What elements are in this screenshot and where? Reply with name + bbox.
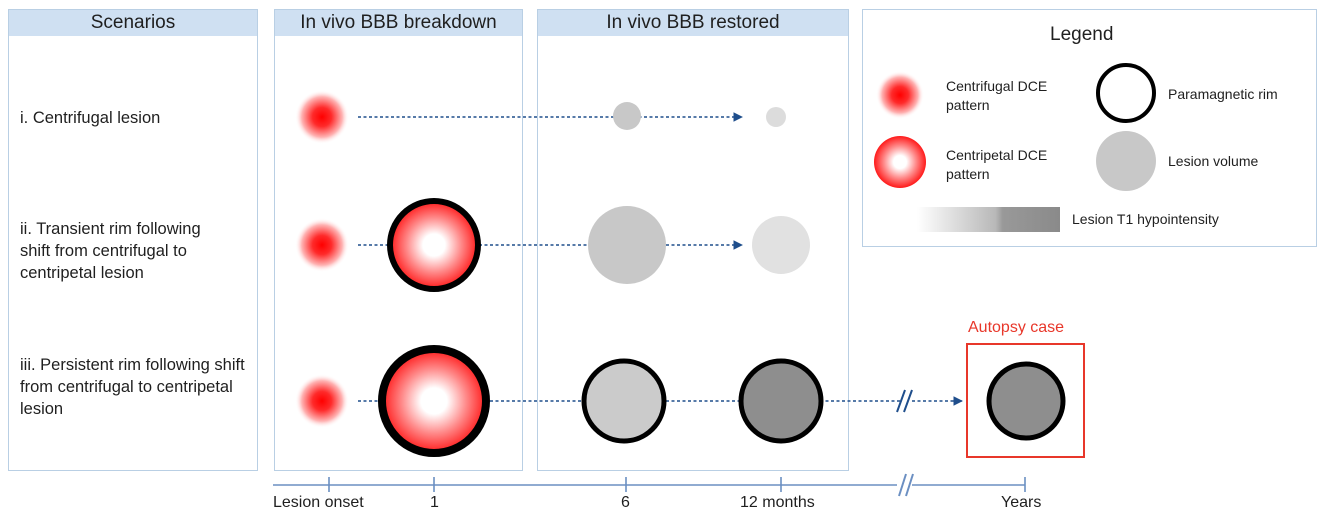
legend-t1-gradient-bar [917, 207, 1060, 232]
row-2-centripetal-rim-lesion [387, 198, 481, 292]
row-3-centrifugal-lesion [295, 374, 349, 428]
row-3-break-2 [903, 389, 913, 413]
legend-volume-icon [1096, 131, 1156, 191]
restored-header: In vivo BBB restored [538, 10, 848, 36]
legend-rim-icon [1096, 63, 1156, 123]
timeline-onset-label: Lesion onset [273, 494, 364, 511]
autopsy-case-label: Autopsy case [968, 319, 1065, 336]
scenario-1-label: i. Centrifugal lesion [20, 109, 161, 127]
scenario-2-label: ii. Transient rim following shift from c… [20, 220, 201, 282]
row-3-centripetal-rim-lesion [378, 345, 490, 457]
row-2-lesion-6m [588, 206, 666, 284]
timeline-1-label: 1 [430, 494, 439, 511]
legend-title: Legend [1050, 24, 1114, 45]
row-3 [295, 345, 963, 457]
autopsy-lesion [986, 361, 1066, 441]
row-3-rim-lesion-12m [738, 358, 824, 444]
row-2-lesion-12m [752, 216, 810, 274]
scenario-3-label: iii. Persistent rim following shift from… [20, 356, 245, 418]
legend-t1-text: Lesion T1 hypointensity [1072, 211, 1219, 227]
row-1-centrifugal-lesion [295, 90, 349, 144]
legend-centrifugal-text: Centrifugal DCE pattern [946, 78, 1048, 113]
legend-centrifugal-icon [876, 71, 924, 119]
timeline-break-1 [898, 473, 907, 497]
scenarios-header: Scenarios [9, 10, 257, 36]
breakdown-header: In vivo BBB breakdown [275, 10, 522, 36]
timeline-break-2 [905, 473, 914, 497]
row-1-lesion-6m [613, 102, 641, 130]
legend-centripetal-text: Centripetal DCE pattern [946, 147, 1048, 182]
legend-volume-text: Lesion volume [1168, 153, 1259, 169]
legend-panel [862, 9, 1317, 247]
row-1 [295, 90, 786, 144]
timeline-12-label: 12 months [740, 494, 815, 511]
legend-centripetal-icon [874, 136, 926, 188]
timeline-years-label: Years [1001, 494, 1042, 511]
row-3-rim-lesion-6m [581, 358, 667, 444]
autopsy-box [966, 343, 1085, 458]
row-2-centrifugal-lesion [295, 218, 349, 272]
row-2 [295, 198, 810, 292]
row-1-lesion-12m [766, 107, 786, 127]
row-3-break-1 [896, 389, 906, 413]
legend-rim-text: Paramagnetic rim [1168, 86, 1278, 102]
timeline-6-label: 6 [621, 494, 630, 511]
timeline-axis [273, 473, 1026, 497]
scenarios-panel: Scenarios [8, 9, 258, 471]
